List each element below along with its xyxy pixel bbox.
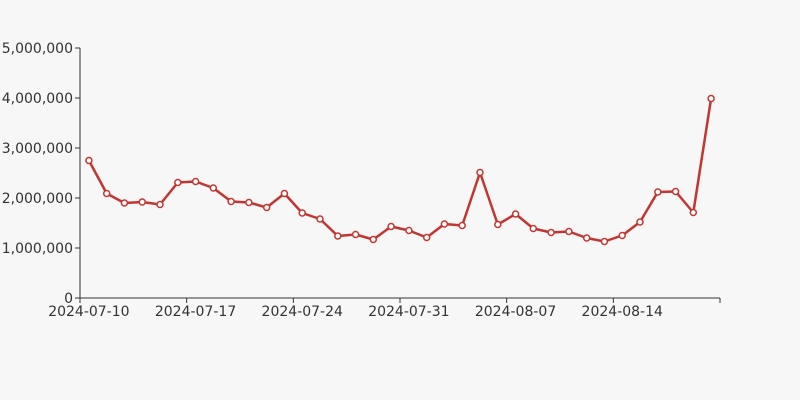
data-point-marker[interactable] bbox=[316, 215, 324, 223]
data-point-marker[interactable] bbox=[85, 156, 93, 165]
data-point-marker[interactable] bbox=[476, 168, 484, 177]
data-point-marker[interactable] bbox=[369, 235, 378, 244]
x-tick-label: 2024-07-24 bbox=[262, 304, 343, 320]
x-tick-label: 2024-08-07 bbox=[475, 304, 556, 320]
data-point-marker[interactable] bbox=[636, 218, 644, 226]
data-point-marker[interactable] bbox=[191, 177, 200, 186]
data-point-marker[interactable] bbox=[387, 222, 395, 231]
data-point-marker[interactable] bbox=[494, 220, 502, 229]
y-tick-label: 5,000,000 bbox=[2, 41, 73, 57]
data-point-marker[interactable] bbox=[351, 230, 360, 239]
x-tick-label: 2024-07-31 bbox=[368, 304, 449, 320]
data-point-marker[interactable] bbox=[262, 203, 271, 212]
data-point-marker[interactable] bbox=[547, 228, 555, 237]
data-point-marker[interactable] bbox=[618, 231, 626, 240]
y-tick-label: 3,000,000 bbox=[2, 141, 73, 157]
data-point-marker[interactable] bbox=[174, 178, 182, 187]
data-point-marker[interactable] bbox=[138, 198, 146, 206]
data-point-marker[interactable] bbox=[511, 210, 520, 218]
data-point-marker[interactable] bbox=[458, 221, 466, 230]
data-point-marker[interactable] bbox=[405, 226, 413, 235]
y-tick-label: 0 bbox=[64, 291, 73, 307]
data-point-marker[interactable] bbox=[565, 227, 573, 236]
data-point-marker[interactable] bbox=[334, 232, 342, 240]
data-point-marker[interactable] bbox=[227, 197, 235, 206]
y-tick-label: 2,000,000 bbox=[2, 191, 73, 207]
x-tick-label: 2024-07-17 bbox=[155, 304, 236, 320]
x-tick-label: 2024-07-10 bbox=[48, 304, 129, 320]
data-point-marker[interactable] bbox=[707, 94, 715, 103]
data-point-marker[interactable] bbox=[671, 187, 680, 196]
data-point-marker[interactable] bbox=[440, 220, 449, 228]
data-point-marker[interactable] bbox=[600, 237, 609, 246]
data-point-marker[interactable] bbox=[298, 209, 306, 217]
data-point-marker[interactable] bbox=[156, 200, 164, 209]
data-point-marker[interactable] bbox=[529, 224, 538, 233]
data-point-marker[interactable] bbox=[689, 208, 698, 217]
x-tick-label: 2024-08-14 bbox=[582, 304, 663, 320]
data-point-marker[interactable] bbox=[102, 189, 111, 198]
data-point-marker[interactable] bbox=[209, 184, 218, 192]
data-point-marker[interactable] bbox=[582, 234, 591, 242]
data-point-marker[interactable] bbox=[422, 233, 431, 242]
y-tick-label: 1,000,000 bbox=[2, 241, 73, 257]
data-point-marker[interactable] bbox=[280, 189, 289, 198]
y-tick-label: 4,000,000 bbox=[2, 91, 73, 107]
data-point-marker[interactable] bbox=[654, 188, 662, 196]
data-point-marker[interactable] bbox=[245, 198, 253, 207]
series-line bbox=[87, 97, 713, 243]
data-point-marker[interactable] bbox=[120, 199, 129, 207]
